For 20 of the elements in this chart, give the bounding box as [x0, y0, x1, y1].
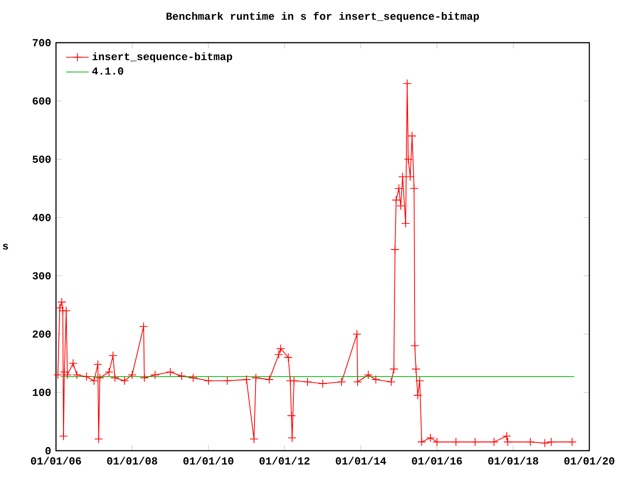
- y-tick-label: 700: [32, 39, 51, 46]
- y-tick-label: 200: [32, 330, 51, 338]
- x-tick-label: 01/01/10: [183, 456, 234, 465]
- y-tick-label: 300: [32, 272, 51, 280]
- x-tick-label: 01/01/08: [107, 456, 158, 465]
- legend-label: 4.1.0: [92, 67, 124, 75]
- y-tick-label: 600: [32, 97, 51, 105]
- x-tick-label: 01/01/14: [336, 456, 386, 465]
- y-tick-label: 0: [45, 447, 51, 454]
- y-tick-label: 400: [32, 214, 51, 222]
- legend-label: insert_sequence-bitmap: [92, 52, 232, 62]
- x-tick-label: 01/01/20: [564, 456, 614, 465]
- y-tick-label: 100: [32, 388, 51, 396]
- x-tick-label: 01/01/18: [488, 456, 538, 465]
- y-tick-label: 500: [32, 156, 51, 163]
- x-tick-label: 01/01/12: [260, 456, 310, 465]
- x-tick-label: 01/01/16: [412, 456, 462, 465]
- x-tick-label: 01/01/06: [31, 456, 82, 465]
- chart-title: Benchmark runtime in s for insert_sequence-bitmap: [166, 12, 479, 22]
- y-axis-title: s: [2, 244, 8, 250]
